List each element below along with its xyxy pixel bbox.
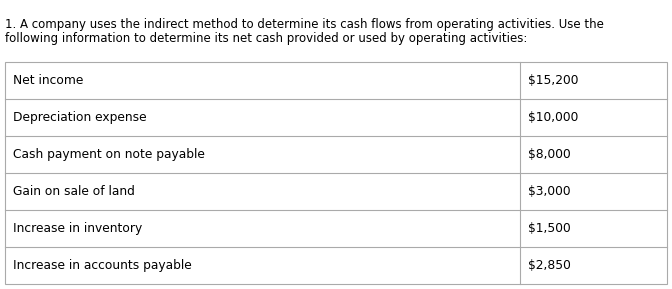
Bar <box>5 62 667 284</box>
Text: Cash payment on note payable: Cash payment on note payable <box>13 148 205 161</box>
Text: 1. A company uses the indirect method to determine its cash flows from operating: 1. A company uses the indirect method to… <box>5 18 604 31</box>
Text: $1,500: $1,500 <box>528 222 571 235</box>
Text: $2,850: $2,850 <box>528 259 571 272</box>
Text: Increase in accounts payable: Increase in accounts payable <box>13 259 192 272</box>
Text: Depreciation expense: Depreciation expense <box>13 111 146 124</box>
Text: $10,000: $10,000 <box>528 111 579 124</box>
Text: $15,200: $15,200 <box>528 74 579 87</box>
Text: following information to determine its net cash provided or used by operating ac: following information to determine its n… <box>5 32 528 45</box>
Text: Increase in inventory: Increase in inventory <box>13 222 142 235</box>
Text: Gain on sale of land: Gain on sale of land <box>13 185 135 198</box>
Text: $8,000: $8,000 <box>528 148 571 161</box>
Text: $3,000: $3,000 <box>528 185 571 198</box>
Text: Net income: Net income <box>13 74 83 87</box>
